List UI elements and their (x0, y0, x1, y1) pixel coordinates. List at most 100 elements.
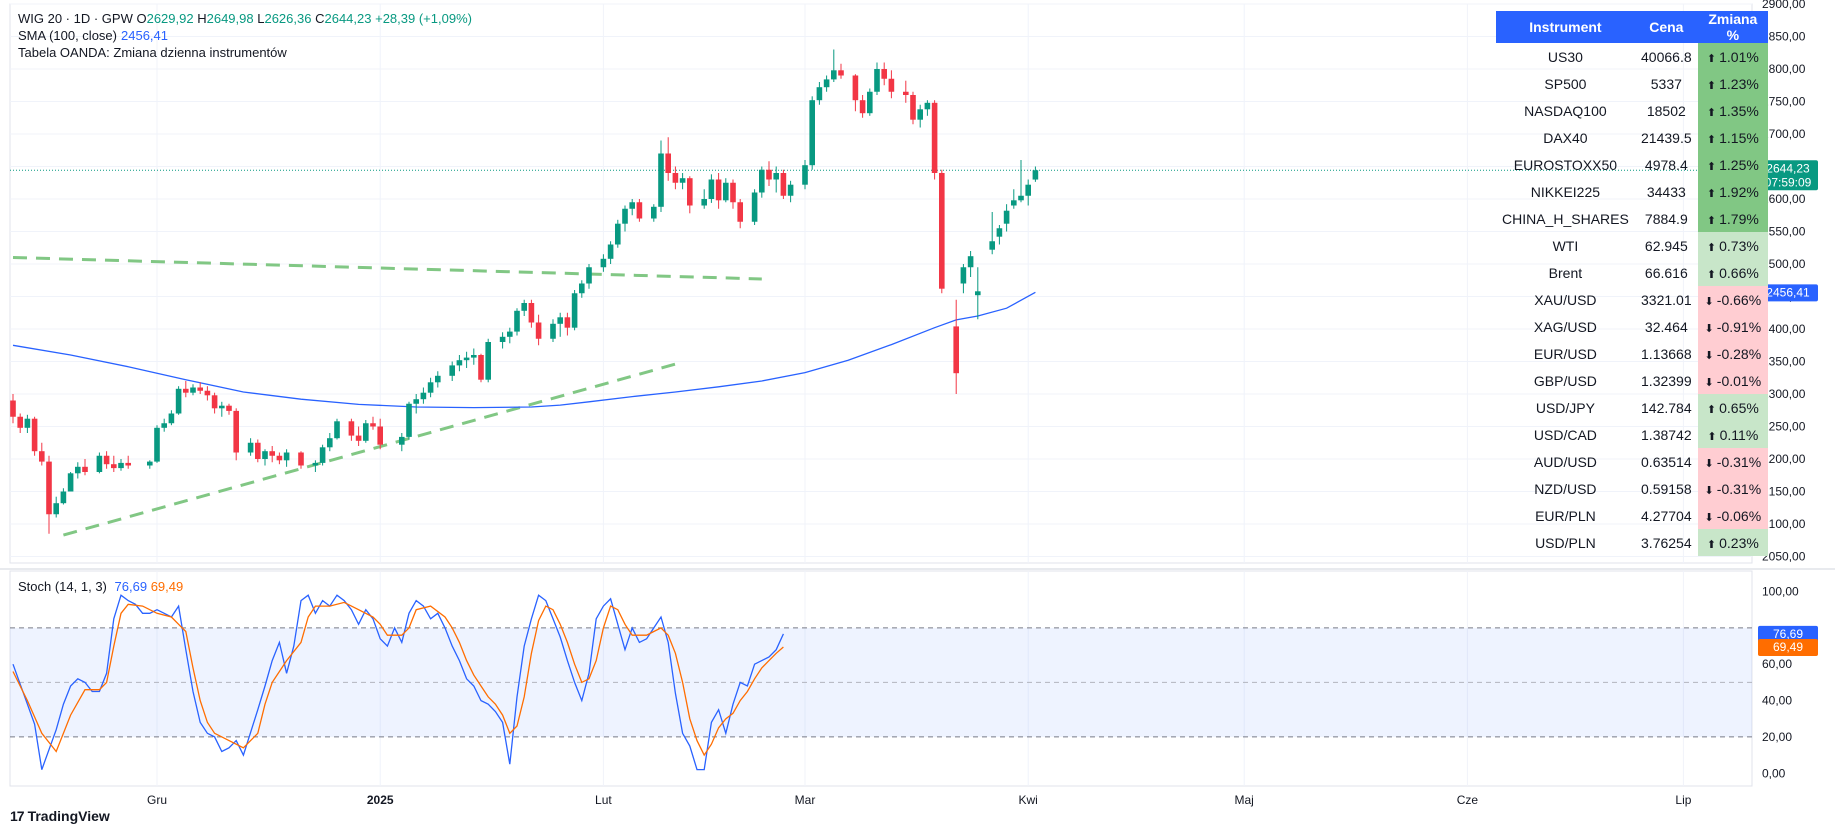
last-price-tag-bg (1758, 160, 1818, 191)
price-y-tick-label: 2800,00 (1762, 62, 1806, 76)
candle-body (219, 405, 225, 409)
candle-body (67, 473, 74, 492)
change-cell: ⬆ 1.79% (1697, 205, 1768, 232)
table-indicator-label: Tabela OANDA: Zmiana dzienna instrumentó… (18, 45, 287, 60)
price-y-tick-label: 2400,00 (1762, 322, 1806, 336)
sma-legend[interactable]: SMA (100, close) 2456,41 (18, 27, 168, 44)
brand-name: TradingView (27, 808, 110, 824)
arrow-up-icon: ⬆ (1706, 241, 1720, 254)
price-cell: 0.59158 (1641, 480, 1692, 497)
stoch-d-value: 69,49 (150, 579, 184, 594)
candle-body (636, 202, 643, 219)
price-cell: 18502 (1646, 102, 1686, 119)
candle-body (521, 303, 527, 311)
symbol-label[interactable]: WIG 20 · 1D · GPW (18, 11, 133, 26)
instrument-cell: XAU/USD (1534, 291, 1597, 308)
instrument-cell: USD/JPY (1535, 399, 1595, 416)
low-value: 2626,36 (264, 11, 312, 26)
candle-body (269, 451, 275, 456)
candle-body (161, 423, 167, 428)
change-value: 1.01% (1719, 48, 1759, 65)
price-cell: 142.784 (1641, 399, 1692, 416)
candle-body (730, 182, 736, 203)
candle-body (233, 410, 239, 453)
candle-body (715, 179, 722, 201)
candle-body (211, 395, 218, 409)
candle-body (183, 388, 189, 393)
table-legend[interactable]: Tabela OANDA: Zmiana dzienna instrumentó… (18, 44, 287, 61)
x-tick-label: Gru (147, 793, 167, 807)
candle-body (283, 452, 290, 461)
change-value: 1.79% (1719, 210, 1759, 227)
candle-body (838, 70, 844, 76)
candle-body (586, 267, 592, 284)
arrow-up-icon: ⬆ (1706, 52, 1720, 65)
price-cell: 3.76254 (1641, 534, 1692, 551)
table-row: WTI 62.945 ⬆ 0.73% (1496, 232, 1768, 259)
candle-body (327, 438, 333, 448)
instrument-cell: EUR/PLN (1535, 507, 1596, 524)
candle-body (600, 258, 607, 268)
instrument-cell: CHINA_H_SHARES (1502, 210, 1629, 227)
candle-body (687, 178, 693, 206)
candle-body (910, 95, 916, 120)
arrow-up-icon: ⬆ (1706, 403, 1720, 416)
stoch-d-tag-bg (1758, 638, 1818, 656)
x-tick-label: Mar (795, 793, 816, 807)
oanda-table: Instrument Cena Zmiana % US30 40066.8 ⬆ 1.… (1496, 11, 1768, 556)
candle-body (399, 436, 405, 445)
candle-body (46, 461, 52, 515)
candles (10, 49, 1039, 534)
price-cell: 4978.4 (1644, 156, 1688, 173)
change-cell: ⬇ -0.31% (1697, 448, 1768, 475)
change-value: 1.92% (1719, 183, 1759, 200)
candle-body (708, 179, 715, 199)
stoch-bands (10, 627, 1752, 738)
candle-body (852, 75, 859, 101)
price-y-tick-label: 2700,00 (1762, 127, 1806, 141)
instrument-cell: XAG/USD (1533, 318, 1597, 335)
table-row: CHINA_H_SHARES 7884.9 ⬆ 1.79% (1496, 205, 1768, 232)
candle-body (449, 365, 455, 376)
change-cell: ⬇ -0.01% (1697, 367, 1768, 394)
candle-body (312, 462, 319, 466)
price-cell: 3321.01 (1641, 291, 1692, 308)
candle-body (507, 331, 513, 337)
candle-body (881, 69, 887, 79)
change-cell: ⬆ 0.65% (1697, 394, 1768, 421)
sma-price-tag-text: 2456,41 (1766, 285, 1810, 299)
tradingview-brand[interactable]: 17 TradingView (10, 808, 110, 824)
price-cell: 0.63514 (1641, 453, 1692, 470)
x-tick-label: Kwi (1019, 793, 1038, 807)
sma-line (12, 291, 1036, 409)
x-tick-label: Lip (1675, 793, 1691, 807)
change-value: 0.65% (1719, 399, 1759, 416)
trendlines (12, 256, 762, 537)
arrow-up-icon: ⬆ (1706, 79, 1720, 92)
candle-body (629, 202, 635, 209)
sma-price-tag-bg (1758, 284, 1818, 302)
change-value: 0.66% (1719, 264, 1759, 281)
grid (0, 3, 1835, 787)
candle-body (103, 455, 110, 465)
change-value: -0.01% (1716, 372, 1762, 389)
arrow-down-icon: ⬇ (1704, 322, 1717, 335)
stoch-legend[interactable]: Stoch (14, 1, 3) 76,69 69,49 (18, 578, 183, 595)
candle-body (773, 173, 779, 180)
candle-body (154, 427, 160, 462)
tradingview-logo-icon: 17 (10, 808, 25, 824)
last-price-tag-text: 07:59:09 (1765, 175, 1812, 189)
price-y-tick-label: 2900,00 (1762, 0, 1806, 11)
change-value: 0.73% (1719, 237, 1759, 254)
candle-body (24, 418, 31, 428)
stoch-y-tick-label: 0,00 (1762, 766, 1786, 780)
change-cell: ⬇ -0.91% (1697, 313, 1768, 340)
candle-body (528, 303, 535, 323)
stoch-y-tick-label: 40,00 (1762, 694, 1792, 708)
header-instrument: Instrument (1496, 11, 1635, 43)
candle-body (723, 182, 729, 201)
trendline (62, 362, 676, 537)
candle-body (557, 317, 563, 324)
